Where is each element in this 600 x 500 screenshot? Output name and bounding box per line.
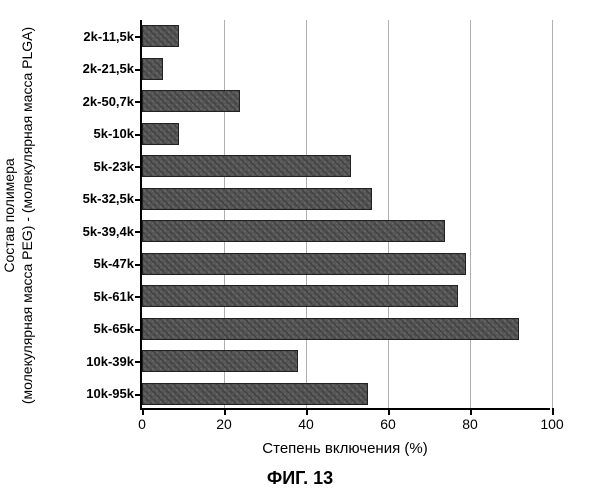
x-tick-label: 40: [298, 416, 314, 432]
bar-row: 2k-50,7k: [142, 85, 550, 117]
y-category-label: 5k-65k: [94, 321, 134, 336]
plot-area: 0204060801002k-11,5k2k-21,5k2k-50,7k5k-1…: [140, 20, 550, 410]
y-category-label: 10k-95k: [86, 386, 134, 401]
bar: [142, 383, 368, 405]
y-category-label: 5k-39,4k: [83, 224, 134, 239]
bar-row: 5k-39,4k: [142, 215, 550, 247]
x-tick: [552, 408, 554, 415]
x-tick-label: 80: [462, 416, 478, 432]
bar: [142, 58, 163, 80]
y-category-label: 5k-23k: [94, 159, 134, 174]
y-category-label: 10k-39k: [86, 354, 134, 369]
bar: [142, 123, 179, 145]
y-axis-title-line2: (молекулярная масса PEG) - (молекулярная…: [19, 26, 35, 403]
bar: [142, 25, 179, 47]
bar-row: 5k-61k: [142, 280, 550, 312]
y-tick: [135, 134, 142, 136]
bar: [142, 155, 351, 177]
y-category-label: 2k-11,5k: [83, 29, 134, 44]
bar: [142, 253, 466, 275]
bar: [142, 318, 519, 340]
x-tick-label: 20: [216, 416, 232, 432]
y-axis-title: Состав полимера (молекулярная масса PEG)…: [4, 20, 34, 410]
y-category-label: 5k-61k: [94, 289, 134, 304]
y-category-label: 5k-32,5k: [83, 191, 134, 206]
bar: [142, 220, 445, 242]
gridline: [552, 20, 553, 408]
bar: [142, 90, 240, 112]
bar-row: 10k-39k: [142, 345, 550, 377]
y-category-label: 2k-21,5k: [83, 61, 134, 76]
y-tick: [135, 166, 142, 168]
y-tick: [135, 199, 142, 201]
bar: [142, 188, 372, 210]
y-tick: [135, 329, 142, 331]
y-tick: [135, 101, 142, 103]
bar-row: 5k-47k: [142, 248, 550, 280]
y-category-label: 2k-50,7k: [83, 94, 134, 109]
y-tick: [135, 361, 142, 363]
chart-container: Состав полимера (молекулярная масса PEG)…: [0, 0, 600, 500]
bar-row: 5k-10k: [142, 118, 550, 150]
bar-row: 2k-11,5k: [142, 20, 550, 52]
bar-row: 2k-21,5k: [142, 53, 550, 85]
y-category-label: 5k-47k: [94, 256, 134, 271]
y-category-label: 5k-10k: [94, 126, 134, 141]
x-tick-label: 60: [380, 416, 396, 432]
x-tick-label: 100: [540, 416, 563, 432]
bar-row: 10k-95k: [142, 378, 550, 410]
y-tick: [135, 296, 142, 298]
bar-row: 5k-23k: [142, 150, 550, 182]
bar: [142, 285, 458, 307]
figure-caption: ФИГ. 13: [0, 468, 600, 489]
bar: [142, 350, 298, 372]
x-tick-label: 0: [138, 416, 146, 432]
x-axis-title: Степень включения (%): [140, 440, 550, 457]
y-tick: [135, 394, 142, 396]
y-axis-title-line1: Состав полимера: [2, 158, 18, 272]
y-tick: [135, 264, 142, 266]
y-tick: [135, 36, 142, 38]
y-tick: [135, 69, 142, 71]
bar-row: 5k-32,5k: [142, 183, 550, 215]
y-tick: [135, 231, 142, 233]
bar-row: 5k-65k: [142, 313, 550, 345]
